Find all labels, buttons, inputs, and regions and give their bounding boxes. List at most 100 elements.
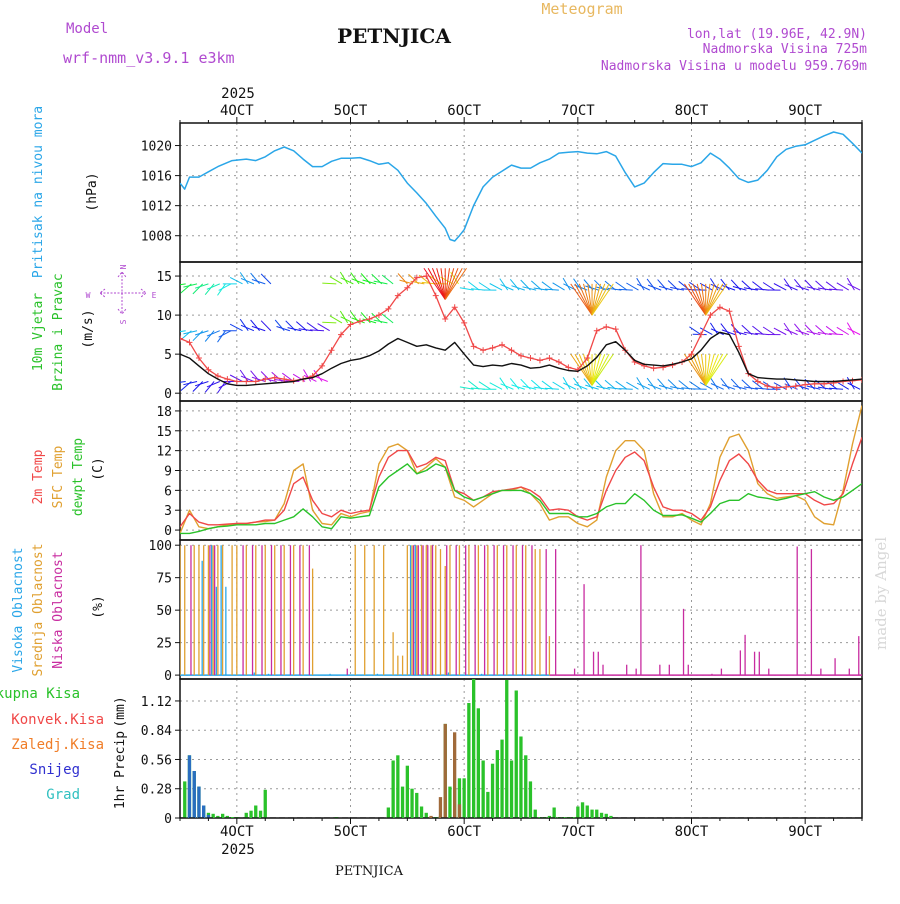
wind-arrow	[763, 327, 775, 335]
top-year-label: 2025	[221, 86, 255, 102]
precip-panel: 00.280.560.841.12	[141, 679, 862, 827]
precip-bar	[505, 680, 508, 818]
wind-arrow	[794, 324, 803, 335]
precip-bar	[193, 771, 196, 818]
precip-bar	[458, 804, 461, 818]
compass-n-label: N	[119, 264, 128, 269]
precip-bar	[254, 806, 257, 819]
y-tick-label: 100	[149, 539, 172, 554]
precip-bar	[472, 679, 475, 818]
bottom-day-label: 6OCT	[447, 824, 481, 840]
elevation-label: Nadmorska Visina 725m	[703, 42, 868, 57]
y-tick-label: 0.28	[141, 783, 172, 798]
wind-arrow	[553, 283, 565, 290]
y-tick-label: 15	[156, 270, 172, 285]
wind-gust-marker	[698, 332, 704, 338]
wind-arrow	[616, 282, 627, 290]
cloud-ylabel-2: Srednja Oblacnost	[31, 543, 46, 676]
precip-bar	[510, 761, 513, 819]
wind-gust-marker	[490, 345, 496, 351]
precip-bar	[581, 802, 584, 818]
pressure-ylabel: Pritisak na nivou mora	[31, 106, 46, 278]
wind-ylabel-2: Brzina i Pravac	[51, 273, 66, 390]
wind-arrow	[837, 327, 849, 334]
wind-arrow	[193, 331, 203, 341]
wind-arrow	[318, 324, 330, 331]
wind-arrow	[647, 279, 655, 290]
precip-bar	[401, 787, 404, 818]
precip-bar	[605, 814, 608, 818]
top-day-label: 8OCT	[675, 103, 709, 119]
precip-bar	[576, 807, 579, 819]
precip-bar	[415, 793, 418, 818]
precip-bar	[491, 764, 494, 818]
precip-ylabel: 1hr Precip	[113, 731, 128, 809]
model-elevation-label: Nadmorska Visina u modelu 959.769m	[601, 59, 867, 74]
wind-gust-marker	[764, 383, 770, 389]
wind-gust-marker	[537, 357, 543, 363]
y-tick-label: 6	[164, 484, 172, 499]
top-day-label: 6OCT	[447, 103, 481, 119]
temp-ylabel-3: dewpt Temp	[71, 438, 86, 516]
precip-bar	[392, 761, 395, 819]
precip-legend-snow: Snijeg	[29, 762, 80, 778]
precip-unit: (mm)	[113, 696, 128, 727]
precip-bar	[406, 766, 409, 818]
precip-legend-conv: Konvek.Kisa	[11, 712, 104, 728]
y-tick-label: 75	[156, 572, 172, 587]
precip-bar	[410, 789, 413, 818]
y-tick-label: 18	[156, 405, 172, 420]
wind-arrow	[774, 328, 786, 335]
y-tick-label: 0.56	[141, 753, 172, 768]
top-day-label: 7OCT	[561, 103, 595, 119]
bottom-day-label: 5OCT	[334, 824, 368, 840]
precip-bar	[500, 740, 503, 818]
precip-bar	[590, 810, 593, 818]
precip-legend-hail: Grad	[46, 787, 80, 803]
wind-arrow	[261, 321, 271, 331]
precip-bar	[202, 806, 205, 819]
wind-arrow	[574, 378, 582, 389]
y-tick-label: 50	[156, 604, 172, 619]
top-day-label: 5OCT	[334, 103, 368, 119]
precip-bar	[264, 790, 267, 818]
wind-arrow	[330, 316, 342, 323]
bottom-day-label: 8OCT	[675, 824, 709, 840]
wind-ylabel-1: 10m Vjetar	[31, 293, 46, 371]
wind-arrow	[647, 378, 655, 389]
y-tick-label: 0	[164, 812, 172, 827]
wind-gust-marker	[471, 343, 477, 349]
precip-bar	[529, 781, 532, 818]
wind-arrow	[584, 284, 593, 315]
wind-arrow	[330, 277, 342, 284]
precip-bar	[453, 732, 456, 818]
wind-arrow	[322, 322, 336, 323]
precip-bar	[425, 813, 428, 818]
y-tick-label: 10	[156, 309, 172, 324]
wind-arrow	[193, 381, 203, 391]
wind-arrow	[322, 283, 336, 284]
panel-frame	[180, 123, 862, 262]
y-tick-label: 0.84	[141, 724, 172, 739]
wind-gust-marker	[594, 328, 600, 334]
cloud-unit: (%)	[91, 595, 106, 618]
wind-arrow	[837, 283, 849, 290]
wind-arrow	[510, 279, 519, 290]
pressure-unit: (hPa)	[85, 172, 100, 211]
precip-bar	[595, 810, 598, 818]
precip-bar	[444, 724, 447, 818]
y-tick-label: 1016	[141, 170, 172, 185]
wind-gust-marker	[613, 326, 619, 332]
precip-bar	[496, 750, 499, 818]
precip-bar	[420, 807, 423, 819]
precip-bar	[482, 761, 485, 819]
precip-bar	[396, 755, 399, 818]
dewpoint-line	[180, 464, 862, 534]
pressure-line	[180, 132, 862, 241]
wind-gust-marker	[461, 320, 467, 326]
wind-arrow	[218, 331, 226, 342]
wind-arrow	[251, 273, 260, 284]
